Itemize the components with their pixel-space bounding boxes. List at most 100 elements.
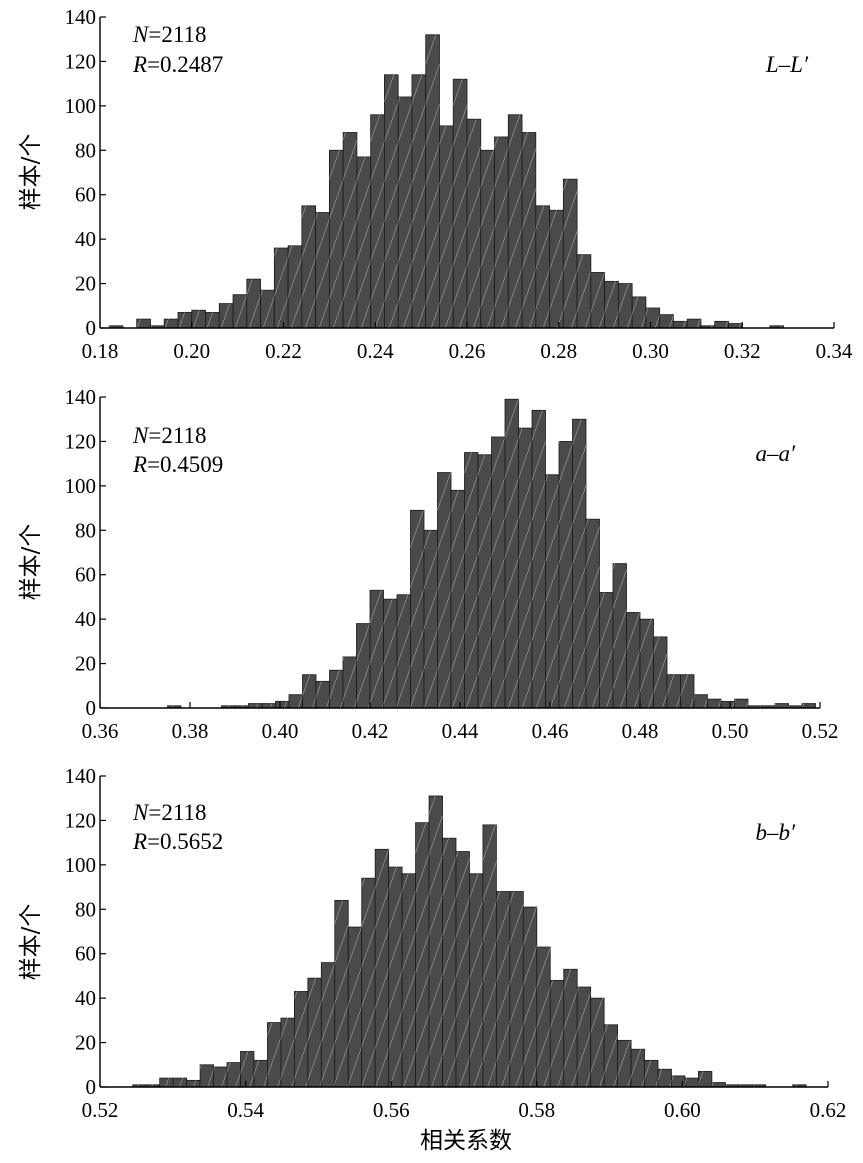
histogram-bar-hatch [289, 694, 303, 708]
histogram-bar-hatch [442, 838, 456, 1087]
y-tick-label: 140 [65, 385, 97, 409]
histogram-bar-hatch [728, 323, 743, 328]
y-tick-label: 120 [65, 808, 97, 832]
histogram-bar-hatch [714, 321, 729, 328]
histogram-bar-hatch [626, 612, 640, 708]
histogram-bar-hatch [518, 428, 532, 708]
histogram-bar-hatch [109, 325, 123, 328]
histogram-bar-hatch [590, 998, 605, 1087]
histogram-bar-hatch [186, 1080, 201, 1087]
histogram-bar-hatch [480, 150, 495, 328]
histogram-bar-hatch [329, 150, 344, 328]
histogram-bar-hatch [577, 987, 591, 1087]
histogram-bar-hatch [410, 510, 424, 708]
histogram-bar-hatch [738, 1084, 753, 1087]
x-tick-label: 0.54 [227, 1098, 264, 1122]
r-symbol: R [132, 52, 147, 77]
histogram-bar-hatch [397, 594, 411, 708]
histogram-bar-hatch [388, 867, 403, 1087]
histogram-bar-hatch [617, 1040, 632, 1087]
histogram-bar-hatch [572, 419, 586, 708]
histogram-bar-hatch [439, 125, 454, 328]
histogram-bar-hatch [752, 1084, 766, 1087]
histogram-bar-hatch [563, 969, 578, 1087]
x-tick-label: 0.44 [442, 719, 479, 743]
histogram-bar-hatch [205, 312, 220, 328]
histogram-bar-hatch [792, 1084, 807, 1087]
histogram-bar-hatch [136, 319, 151, 328]
y-tick-label: 20 [75, 1031, 96, 1055]
y-tick-label: 140 [65, 5, 97, 29]
histogram-bar-hatch [644, 1060, 659, 1087]
histogram-bar-hatch [550, 980, 564, 1087]
histogram-bar-hatch [563, 179, 578, 328]
histogram-bar-hatch [586, 519, 600, 708]
x-tick-label: 0.40 [262, 719, 299, 743]
x-tick-label: 0.20 [173, 339, 210, 363]
histogram-bar-hatch [700, 325, 715, 328]
histogram-bar-hatch [411, 74, 426, 328]
histogram-bar-hatch [687, 319, 701, 328]
histogram-bar-hatch [496, 891, 510, 1087]
histogram-bar-hatch [200, 1064, 214, 1087]
x-tick-label: 0.52 [82, 1098, 119, 1122]
y-tick-label: 120 [65, 49, 97, 73]
histogram-panel-2: 0 20 40 60 80 100 120 140 0.36 0.38 0.40 0.42 0.44 0.… [18, 385, 838, 743]
n-symbol: N [132, 22, 150, 47]
histogram-bar-hatch [302, 674, 316, 708]
x-tick-label: 0.32 [724, 339, 761, 363]
x-tick-label: 0.22 [265, 339, 302, 363]
histogram-bar-hatch [469, 873, 483, 1087]
x-tick-label: 0.60 [664, 1098, 701, 1122]
histogram-bar-hatch [159, 1078, 174, 1087]
histogram-bar-hatch [545, 474, 559, 708]
histogram-bar-hatch [631, 1049, 645, 1087]
correlation-annotation: R=0.2487 [132, 52, 223, 77]
histogram-bar-hatch [453, 79, 467, 328]
r-value: =0.4509 [147, 452, 223, 477]
histogram-bar-hatch [370, 114, 385, 328]
histogram-bar-hatch [167, 705, 181, 708]
n-value: =2118 [148, 423, 206, 448]
histogram-bar-hatch [262, 703, 276, 708]
histogram-bar-hatch [235, 705, 249, 708]
histogram-bar-hatch [707, 699, 721, 708]
r-symbol: R [132, 452, 147, 477]
histogram-bar-hatch [478, 454, 492, 708]
histogram-bar-hatch [491, 436, 505, 708]
histogram-bar-hatch [604, 1024, 618, 1087]
y-tick-label: 40 [75, 986, 96, 1010]
histogram-bar-hatch [402, 873, 416, 1087]
x-tick-label: 0.46 [532, 719, 569, 743]
histogram-bar-hatch [329, 670, 343, 708]
histogram-bar-hatch [288, 245, 302, 328]
histogram-bar-hatch [494, 136, 509, 328]
correlation-annotation: R=0.5652 [132, 829, 223, 854]
y-tick-label: 60 [75, 942, 96, 966]
histogram-bar-hatch [177, 312, 192, 328]
y-tick-label: 0 [86, 1075, 97, 1099]
histogram-bar-hatch [233, 294, 247, 328]
x-tick-label: 0.48 [622, 719, 659, 743]
histogram-bar-hatch [429, 795, 443, 1087]
histogram-bar-hatch [455, 851, 470, 1087]
histogram-bar-hatch [375, 849, 389, 1087]
histogram-panel-1: 0 20 40 60 80 100 120 140 0.18 0.20 0.22 0.24 0.26 0.… [18, 5, 853, 363]
histogram-bar-hatch [680, 674, 694, 708]
y-tick-label: 100 [65, 94, 97, 118]
x-tick-label: 0.28 [540, 339, 577, 363]
histogram-bar-hatch [536, 947, 551, 1087]
histogram-bar-hatch [383, 599, 397, 708]
histogram-bar-hatch [698, 1071, 712, 1087]
x-tick-label: 0.58 [518, 1098, 555, 1122]
histogram-bar-hatch [509, 891, 524, 1087]
n-value: =2118 [148, 22, 206, 47]
histogram-bar-hatch [653, 636, 667, 708]
n-value: =2118 [148, 800, 206, 825]
histogram-bar-hatch [240, 1051, 254, 1087]
y-tick-label: 80 [75, 897, 96, 921]
x-tick-label: 0.26 [449, 339, 486, 363]
histogram-bar-hatch [788, 705, 802, 708]
histogram-bar-hatch [361, 878, 376, 1087]
x-tick-label: 0.52 [802, 719, 839, 743]
